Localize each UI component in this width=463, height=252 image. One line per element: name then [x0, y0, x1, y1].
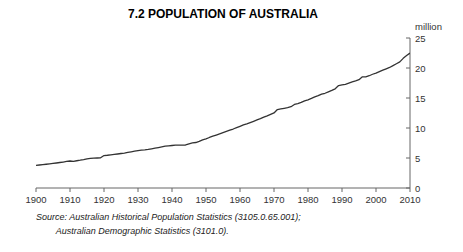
x-tick-label: 1910: [59, 194, 80, 205]
plot-area: [36, 53, 410, 165]
x-tick-label: 2000: [365, 194, 386, 205]
source-note: Australian Demographic Statistics (3101.…: [36, 226, 229, 236]
x-tick: [342, 188, 343, 192]
x-tick: [138, 188, 139, 192]
chart: 7.2 POPULATION OF AUSTRALIA1900191019201…: [0, 0, 463, 252]
x-axis-line: [36, 188, 410, 189]
y-tick: [406, 98, 410, 99]
x-axis: 1900 1910 1920 1930 1940 1950 1960 1970 1980 1990…: [25, 188, 420, 205]
y-tick-label: 15: [415, 93, 426, 104]
chart-container: 7.2 POPULATION OF AUSTRALIA1900191019201…: [0, 0, 463, 252]
y-tick-label: 0: [415, 183, 420, 194]
y-tick-label: 5: [415, 153, 420, 164]
y-tick: [406, 128, 410, 129]
x-tick-label: 2010: [399, 194, 420, 205]
y-axis-label: million: [415, 21, 442, 32]
x-tick: [308, 188, 309, 192]
y-tick: [406, 158, 410, 159]
x-tick: [172, 188, 173, 192]
y-axis-line: [410, 38, 411, 188]
x-tick-label: 1900: [25, 194, 46, 205]
x-tick: [70, 188, 71, 192]
x-tick-label: 1920: [93, 194, 114, 205]
source-note: Source: Australian Historical Population…: [36, 212, 301, 222]
y-tick: [406, 188, 410, 189]
y-axis: 0 5 10 15 20 25million: [406, 21, 442, 194]
population-line: [36, 53, 410, 165]
x-tick: [206, 188, 207, 192]
x-tick-label: 1970: [263, 194, 284, 205]
x-tick: [274, 188, 275, 192]
y-tick: [406, 68, 410, 69]
y-tick-label: 25: [415, 33, 426, 44]
x-tick-label: 1950: [195, 194, 216, 205]
x-tick: [240, 188, 241, 192]
x-tick-label: 1990: [331, 194, 352, 205]
x-tick-label: 1930: [127, 194, 148, 205]
x-tick-label: 1940: [161, 194, 182, 205]
title: 7.2 POPULATION OF AUSTRALIA: [128, 7, 318, 21]
x-tick: [36, 188, 37, 192]
y-tick: [406, 38, 410, 39]
y-tick-label: 20: [415, 63, 426, 74]
x-tick: [104, 188, 105, 192]
y-tick-label: 10: [415, 123, 426, 134]
x-tick: [376, 188, 377, 192]
x-tick-label: 1960: [229, 194, 250, 205]
x-tick-label: 1980: [297, 194, 318, 205]
x-tick: [410, 188, 411, 192]
